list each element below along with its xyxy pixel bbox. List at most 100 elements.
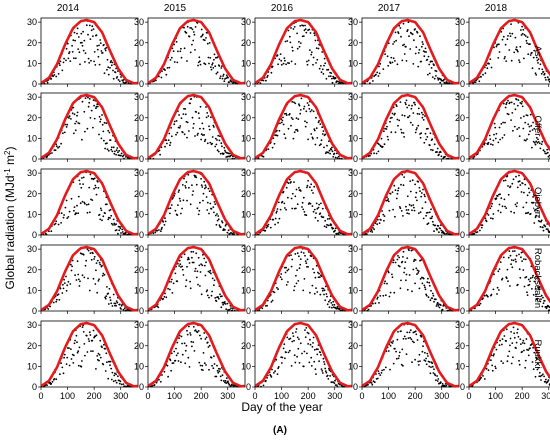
data-point <box>115 381 118 384</box>
y-tick-label: 10 <box>27 361 37 371</box>
data-point <box>85 259 88 262</box>
data-point <box>101 114 103 116</box>
data-point <box>70 348 72 350</box>
data-point <box>402 22 405 25</box>
data-point <box>211 62 214 65</box>
data-point <box>200 293 203 296</box>
data-point <box>207 270 210 273</box>
data-point <box>69 60 72 62</box>
data-point <box>114 379 117 382</box>
data-point <box>482 375 484 377</box>
data-point <box>528 125 531 128</box>
data-point <box>167 287 170 290</box>
data-point <box>402 215 404 217</box>
data-point <box>387 350 390 352</box>
data-point <box>90 350 92 352</box>
data-point <box>305 327 308 329</box>
data-point <box>492 213 495 215</box>
data-point <box>310 356 313 359</box>
data-point <box>391 276 394 279</box>
data-point <box>90 109 93 112</box>
data-point <box>299 190 302 192</box>
data-point <box>77 364 80 367</box>
data-point <box>330 148 333 151</box>
data-point <box>436 303 438 306</box>
data-point <box>176 280 179 283</box>
data-point <box>96 291 99 294</box>
data-point <box>224 151 227 153</box>
data-point <box>290 27 292 29</box>
envelope-line <box>147 245 245 312</box>
year-headers: 2014 2015 2016 2017 2018 <box>57 3 508 14</box>
data-point <box>307 138 309 141</box>
data-point <box>109 296 111 299</box>
data-point <box>524 366 527 369</box>
data-point <box>404 261 407 263</box>
data-point <box>483 378 486 380</box>
data-point <box>281 356 284 359</box>
data-point <box>507 113 510 116</box>
panel-grid: 0102030010203001020300102030010203001020… <box>27 17 550 401</box>
data-point <box>101 52 104 54</box>
data-point <box>203 362 206 365</box>
data-point <box>178 126 181 129</box>
data-point <box>308 28 311 31</box>
data-point <box>104 347 106 350</box>
data-point <box>483 294 486 297</box>
data-point <box>407 21 410 24</box>
data-point <box>227 380 229 383</box>
data-point <box>330 72 333 74</box>
y-tick-label: 0 <box>139 230 144 240</box>
data-point <box>82 183 84 186</box>
data-point <box>49 381 51 384</box>
data-point <box>99 120 102 123</box>
data-point <box>322 130 325 133</box>
data-point <box>393 41 396 43</box>
data-point <box>266 304 268 307</box>
data-point <box>74 57 77 60</box>
data-point <box>302 107 305 110</box>
data-point <box>529 277 532 280</box>
data-point <box>329 375 331 377</box>
data-point <box>533 127 536 130</box>
data-point <box>520 117 522 119</box>
data-point <box>99 39 102 41</box>
data-point <box>298 104 301 107</box>
data-point <box>172 362 175 364</box>
data-point <box>193 33 196 36</box>
envelope-line <box>254 93 352 160</box>
data-point <box>185 32 188 34</box>
data-point <box>225 74 228 77</box>
y-tick-label: 0 <box>353 306 358 316</box>
data-point <box>205 196 208 198</box>
data-point <box>293 131 296 134</box>
y-tick-label: 0 <box>32 79 37 89</box>
data-point <box>203 187 206 190</box>
data-point <box>513 125 516 128</box>
data-point <box>405 337 407 340</box>
data-point <box>55 75 58 78</box>
data-point <box>336 306 339 308</box>
data-point <box>99 263 102 266</box>
data-point <box>512 259 515 262</box>
data-point <box>387 198 390 200</box>
y-tick-label: 0 <box>32 230 37 240</box>
data-point <box>522 339 525 342</box>
data-point <box>296 355 298 358</box>
data-point <box>429 299 432 302</box>
data-point <box>286 269 289 272</box>
envelope-line <box>40 321 138 388</box>
data-point <box>510 59 513 62</box>
data-point <box>417 65 420 68</box>
data-point <box>394 215 396 218</box>
data-point <box>302 35 305 37</box>
data-point <box>335 384 338 386</box>
data-point <box>299 342 302 345</box>
data-point <box>77 36 80 38</box>
data-point <box>208 42 211 44</box>
data-point <box>372 302 374 305</box>
data-point <box>533 222 536 224</box>
data-point <box>87 338 90 340</box>
data-point <box>228 152 231 155</box>
data-point <box>535 140 538 143</box>
